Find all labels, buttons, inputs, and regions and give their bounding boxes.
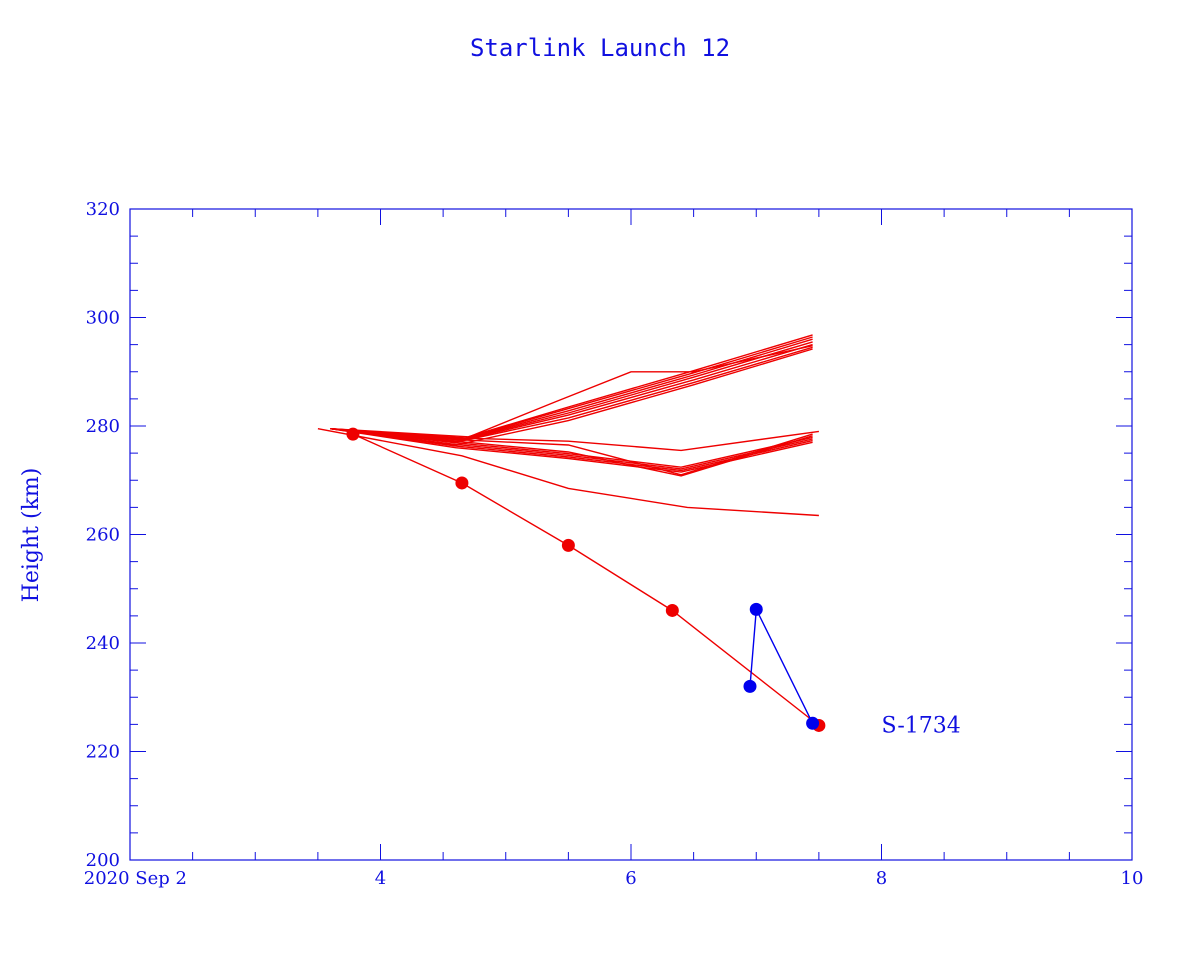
y-tick-label: 300 <box>86 308 120 329</box>
series-red-4 <box>330 336 813 439</box>
plot-frame <box>129 208 1133 861</box>
series-red-7 <box>330 345 813 444</box>
series-red-15 <box>317 428 819 517</box>
series-line <box>330 428 819 452</box>
x-tick-label: 10 <box>1121 868 1144 889</box>
y-tick-label: 200 <box>86 850 120 871</box>
x-tick-label: 6 <box>625 868 636 889</box>
series-blue-17 <box>743 602 820 730</box>
series-line <box>330 345 813 444</box>
y-tick-labels: 200 220 240 260 280 300 320 <box>86 199 120 871</box>
y-tick-label: 260 <box>86 525 120 546</box>
y-axis-label: Height (km) <box>19 468 44 603</box>
series-red-5 <box>330 334 813 438</box>
data-point <box>665 603 679 617</box>
series-line <box>749 606 814 724</box>
series-red-3 <box>330 338 813 440</box>
y-tick-label: 240 <box>86 633 120 654</box>
series-line <box>330 428 813 477</box>
axis-ticks <box>129 208 1133 861</box>
series-red-13 <box>330 428 813 476</box>
chart-title: Starlink Launch 12 <box>470 34 730 62</box>
x-tick-labels: 2020 Sep 2 4 6 8 10 <box>84 868 1144 889</box>
series-line <box>330 428 813 468</box>
series-line <box>317 428 819 517</box>
y-tick-label: 280 <box>86 416 120 437</box>
y-tick-label: 220 <box>86 742 120 763</box>
series-line <box>330 428 813 476</box>
data-point <box>749 602 763 616</box>
data-point <box>561 538 575 552</box>
x-tick-label: 2020 Sep 2 <box>84 868 187 889</box>
y-tick-label: 320 <box>86 199 120 220</box>
x-tick-label: 8 <box>876 868 887 889</box>
series-red-10 <box>330 428 813 470</box>
series-red-14 <box>330 428 819 452</box>
data-point <box>455 476 469 490</box>
series-layer <box>317 334 826 732</box>
series-line <box>330 338 813 440</box>
data-point <box>346 427 360 441</box>
series-red-12 <box>330 428 813 477</box>
series-line <box>330 336 813 439</box>
annotation-s-1734: S-1734 <box>882 713 961 738</box>
series-line <box>330 334 813 438</box>
series-line <box>330 428 813 470</box>
data-point <box>743 679 757 693</box>
plot-border <box>129 208 1133 861</box>
x-tick-label: 4 <box>375 868 386 889</box>
data-point <box>806 716 820 730</box>
series-red-11 <box>330 428 813 468</box>
